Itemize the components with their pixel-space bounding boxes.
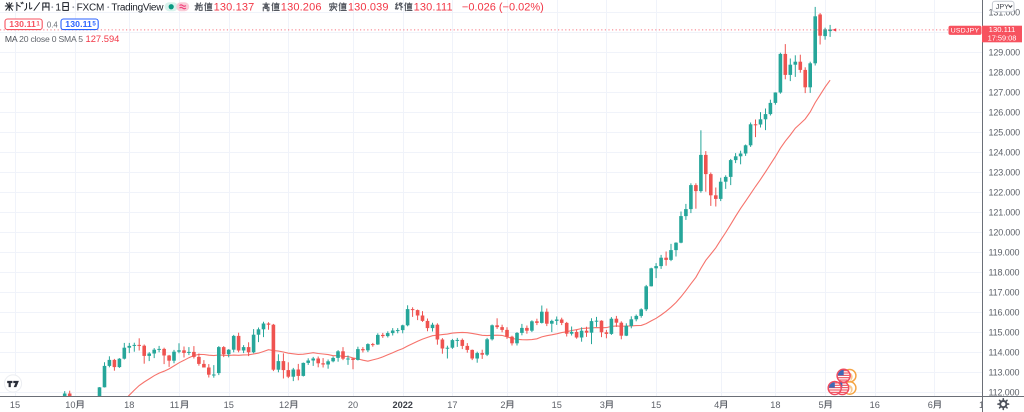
svg-text:119.000: 119.000: [989, 247, 1020, 257]
svg-text:15: 15: [10, 400, 20, 410]
svg-text:124.000: 124.000: [989, 147, 1021, 157]
svg-text:115.000: 115.000: [989, 327, 1020, 337]
svg-text:130.206: 130.206: [281, 1, 322, 13]
svg-text:0.4: 0.4: [47, 20, 59, 29]
svg-text:129.000: 129.000: [989, 47, 1021, 57]
svg-text:122.000: 122.000: [989, 187, 1021, 197]
svg-text:4: 4: [714, 400, 719, 410]
svg-text:130.111: 130.111: [989, 25, 1016, 34]
svg-text:20: 20: [348, 400, 358, 410]
svg-text:113.000: 113.000: [989, 367, 1020, 377]
svg-text:125.000: 125.000: [989, 127, 1021, 137]
svg-text:131.000: 131.000: [989, 7, 1021, 17]
svg-text:12: 12: [279, 400, 289, 410]
svg-text:5: 5: [92, 20, 96, 27]
svg-text:15: 15: [552, 400, 562, 410]
svg-text:17:59:08: 17:59:08: [988, 33, 1017, 42]
svg-text:127.000: 127.000: [989, 87, 1021, 97]
svg-text:116.000: 116.000: [989, 307, 1020, 317]
svg-text:126.000: 126.000: [989, 107, 1021, 117]
svg-text:USDJPY: USDJPY: [951, 28, 980, 35]
svg-text:18: 18: [770, 400, 780, 410]
svg-text:123.000: 123.000: [989, 167, 1021, 177]
svg-text:1: 1: [55, 1, 61, 13]
svg-text:5: 5: [819, 400, 824, 410]
svg-text:120.000: 120.000: [989, 227, 1021, 237]
svg-text:18: 18: [124, 400, 134, 410]
svg-text:3: 3: [600, 400, 605, 410]
svg-text:121.000: 121.000: [989, 207, 1021, 217]
svg-text:15: 15: [651, 400, 661, 410]
svg-text:MA 20 close 0 SMA 5: MA 20 close 0 SMA 5: [5, 34, 83, 44]
svg-text:−0.026 (−0.02%): −0.026 (−0.02%): [462, 1, 544, 13]
svg-text:128.000: 128.000: [989, 67, 1021, 77]
svg-text:11: 11: [170, 400, 180, 410]
svg-text:15: 15: [224, 400, 234, 410]
svg-text:2: 2: [500, 400, 505, 410]
svg-text:114.000: 114.000: [989, 347, 1020, 357]
svg-text:TradingView: TradingView: [111, 2, 164, 13]
svg-text:2022: 2022: [392, 400, 412, 410]
svg-text:117.000: 117.000: [989, 287, 1020, 297]
svg-text:16: 16: [870, 400, 880, 410]
svg-text:FXCM: FXCM: [77, 2, 105, 13]
svg-text:127.594: 127.594: [86, 33, 120, 44]
svg-text:130.111: 130.111: [414, 1, 453, 13]
svg-text:130.039: 130.039: [348, 1, 389, 13]
svg-text:1: 1: [36, 20, 40, 27]
svg-text:130.11: 130.11: [65, 19, 92, 29]
svg-text:6: 6: [928, 400, 933, 410]
svg-text:JPY: JPY: [996, 2, 1009, 11]
svg-text:118.000: 118.000: [989, 267, 1020, 277]
svg-text:130.11: 130.11: [9, 19, 36, 29]
svg-text:17: 17: [447, 400, 457, 410]
svg-text:112.000: 112.000: [989, 387, 1020, 397]
svg-text:10: 10: [65, 400, 75, 410]
svg-text:130.137: 130.137: [214, 1, 255, 13]
